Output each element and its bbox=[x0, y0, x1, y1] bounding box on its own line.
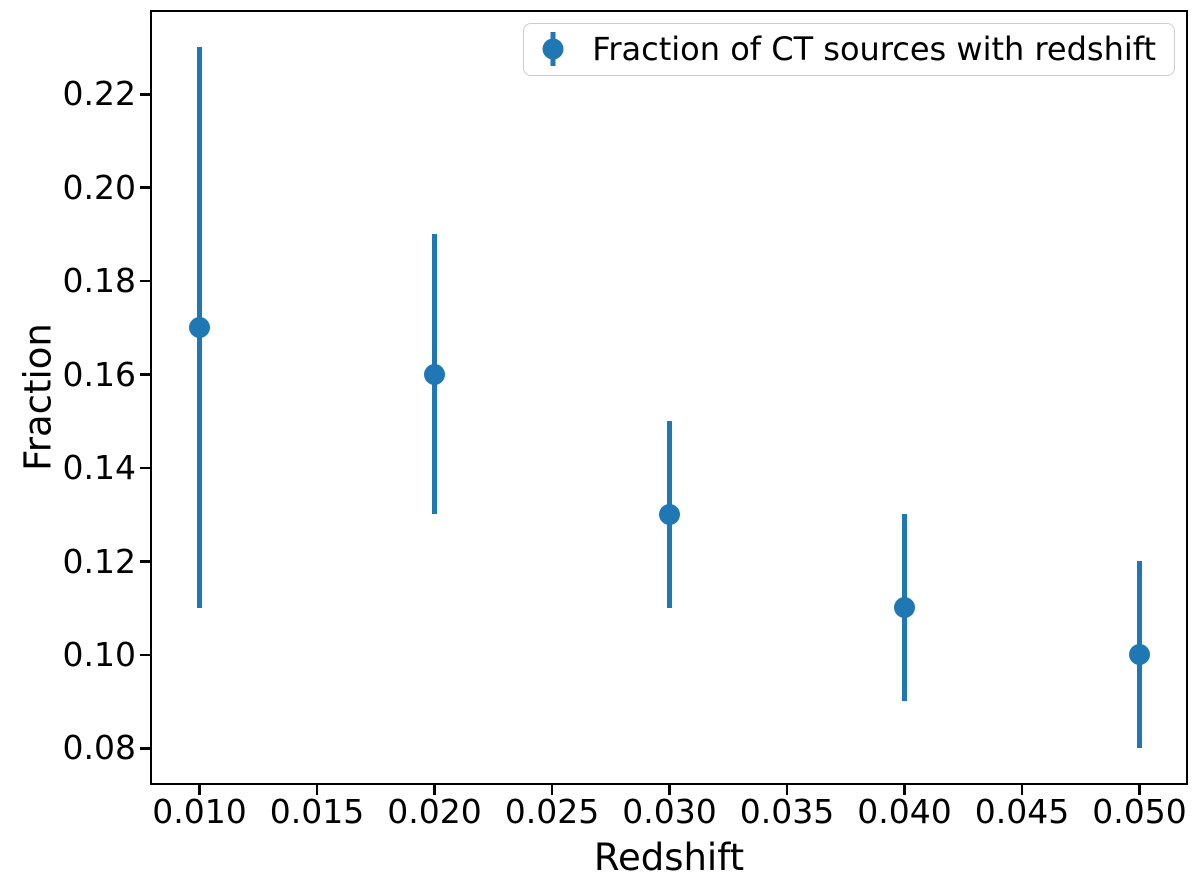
y-tick-label: 0.08 bbox=[62, 728, 136, 768]
errorbar-marker-icon bbox=[540, 28, 566, 70]
x-tick-label: 0.050 bbox=[1092, 792, 1187, 831]
y-tick-mark bbox=[140, 747, 150, 750]
y-tick-mark bbox=[140, 466, 150, 470]
data-point-marker bbox=[188, 316, 210, 338]
x-axis-title: Redshift bbox=[593, 836, 745, 879]
data-point-marker bbox=[893, 597, 915, 619]
x-tick-label: 0.025 bbox=[504, 792, 600, 831]
x-tick-mark bbox=[315, 785, 319, 795]
x-tick-label: 0.015 bbox=[269, 792, 365, 831]
x-tick-label: 0.045 bbox=[974, 792, 1070, 831]
y-tick-mark bbox=[140, 373, 150, 376]
y-tick-label: 0.18 bbox=[62, 261, 136, 301]
x-tick-mark bbox=[1020, 785, 1024, 795]
y-tick-label: 0.14 bbox=[62, 448, 136, 488]
y-tick-mark bbox=[140, 186, 150, 189]
y-tick-label: 0.10 bbox=[62, 635, 136, 674]
x-tick-mark bbox=[785, 785, 789, 795]
plot-area: Fraction of CT sources with redshift bbox=[150, 10, 1188, 785]
x-tick-mark bbox=[1138, 785, 1141, 795]
y-tick-label: 0.16 bbox=[62, 354, 136, 394]
legend-point-dot bbox=[542, 38, 564, 60]
x-tick-mark bbox=[668, 785, 671, 795]
x-tick-mark bbox=[903, 785, 906, 795]
y-tick-mark bbox=[140, 279, 150, 283]
y-tick-label: 0.22 bbox=[62, 74, 136, 114]
data-point-marker bbox=[423, 363, 445, 385]
y-tick-label: 0.12 bbox=[62, 541, 136, 581]
x-tick-label: 0.030 bbox=[622, 792, 717, 831]
y-tick-mark bbox=[140, 653, 150, 657]
x-tick-label: 0.020 bbox=[387, 792, 482, 831]
y-tick-mark bbox=[140, 93, 150, 96]
y-tick-mark bbox=[140, 560, 150, 563]
x-tick-label: 0.010 bbox=[152, 792, 247, 831]
data-point-marker bbox=[658, 503, 680, 525]
x-tick-label: 0.040 bbox=[857, 792, 952, 831]
legend: Fraction of CT sources with redshift bbox=[523, 23, 1175, 76]
x-tick-label: 0.035 bbox=[739, 792, 835, 831]
x-tick-mark bbox=[550, 785, 554, 795]
legend-label: Fraction of CT sources with redshift bbox=[592, 29, 1156, 68]
x-tick-mark bbox=[198, 785, 201, 795]
data-point-marker bbox=[1128, 644, 1150, 665]
x-tick-mark bbox=[433, 785, 436, 795]
y-axis-title: Fraction bbox=[16, 323, 60, 471]
y-tick-label: 0.20 bbox=[62, 167, 136, 207]
